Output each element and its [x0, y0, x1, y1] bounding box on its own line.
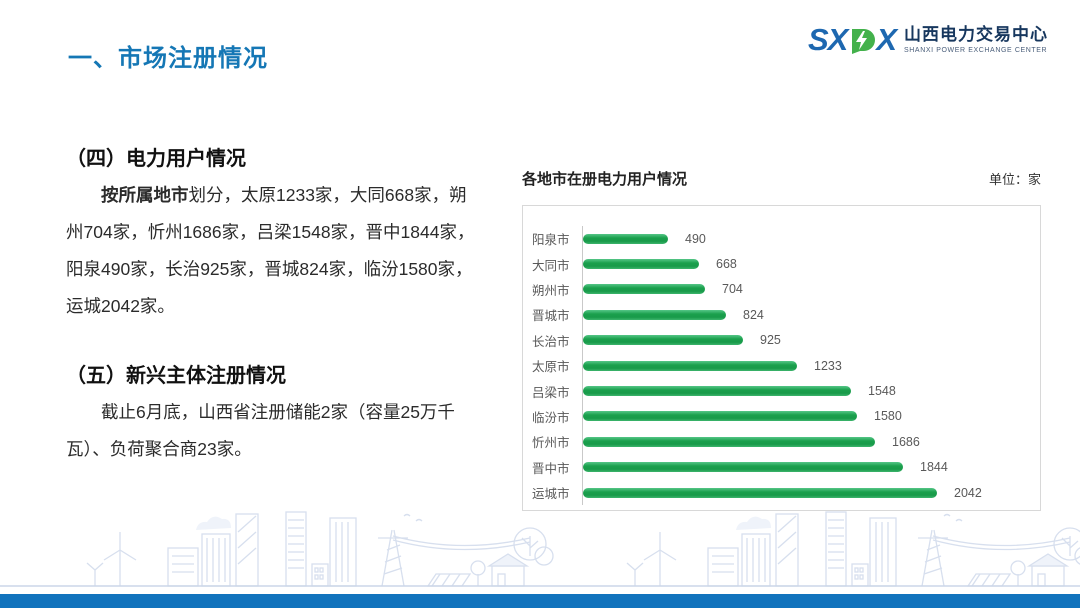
chart-row: 晋城市 824	[523, 302, 1040, 328]
section-body: 截止6月底，山西省注册储能2家（容量25万千瓦）、负荷聚合商23家。	[66, 394, 484, 468]
value-label: 1844	[920, 460, 948, 475]
page-title: 一、市场注册情况	[68, 45, 268, 72]
value-label: 668	[716, 257, 737, 272]
category-label: 临汾市	[532, 410, 570, 425]
bottom-accent-bar	[0, 594, 1080, 608]
category-label: 忻州市	[532, 436, 570, 451]
bar-track: 668	[582, 251, 1040, 277]
logo-text: 山西电力交易中心 SHANXI POWER EXCHANGE CENTER	[904, 25, 1048, 54]
chart-header: 各地市在册电力用户情况 单位：家	[522, 168, 1041, 189]
bar	[583, 259, 699, 270]
value-label: 704	[722, 282, 743, 297]
bar	[583, 284, 705, 295]
bar	[583, 360, 797, 371]
bar-track: 1580	[582, 403, 1040, 430]
chart-title: 各地市在册电力用户情况	[522, 171, 688, 188]
bar	[583, 309, 726, 320]
bar-track: 925	[582, 327, 1040, 353]
chart-row: 临汾市 1580	[523, 403, 1040, 430]
category-label: 晋中市	[532, 461, 570, 476]
value-label: 1233	[814, 358, 842, 373]
value-label: 490	[685, 231, 706, 246]
bar	[583, 462, 903, 473]
section-body-lead: 按所属地市	[101, 185, 189, 205]
logo-letters: SX X	[807, 22, 897, 57]
section-body-text: 截止6月底，山西省注册储能2家（容量25万千瓦）、负荷聚合商23家。	[66, 402, 455, 459]
chart-row: 晋中市 1844	[523, 454, 1040, 480]
section-heading: （四）电力用户情况	[66, 148, 246, 170]
value-label: 2042	[954, 485, 982, 500]
bar	[583, 233, 668, 244]
cityscape-illustration	[0, 511, 1080, 587]
bar-track: 1844	[582, 454, 1040, 480]
section-body-text: 划分，太原1233家，大同668家，朔州704家，忻州1686家，吕梁1548家…	[66, 185, 475, 316]
section-new-entities: （五）新兴主体注册情况 截止6月底，山西省注册储能2家（容量25万千瓦）、负荷聚…	[66, 359, 484, 468]
chart-row: 吕梁市 1548	[523, 378, 1040, 404]
bar-track: 1548	[582, 378, 1040, 404]
chart-unit-label: 单位：家	[988, 172, 1041, 187]
logo-letters-sx: SX	[807, 22, 848, 57]
bar	[583, 436, 875, 447]
section-heading: （五）新兴主体注册情况	[66, 365, 286, 387]
chart-row: 阳泉市 490	[523, 226, 1040, 252]
bar	[583, 411, 857, 422]
logo-lightning-icon	[848, 27, 876, 54]
value-label: 925	[760, 333, 781, 348]
chart-row: 运城市 2042	[523, 479, 1040, 506]
chart-row: 长治市 925	[523, 327, 1040, 353]
category-label: 运城市	[532, 487, 570, 502]
bar-track: 1686	[582, 429, 1040, 455]
bar-track: 704	[582, 276, 1040, 303]
category-label: 阳泉市	[532, 233, 570, 248]
value-label: 1686	[892, 434, 920, 449]
category-label: 太原市	[532, 360, 570, 375]
chart-row: 大同市 668	[523, 251, 1040, 277]
logo-name-cn: 山西电力交易中心	[904, 24, 1048, 44]
chart-row: 朔州市 704	[523, 276, 1040, 303]
bar	[583, 386, 851, 397]
logo-name-en: SHANXI POWER EXCHANGE CENTER	[904, 47, 1048, 55]
bar-track: 2042	[582, 479, 1040, 506]
chart-row: 太原市 1233	[523, 352, 1040, 379]
value-label: 1548	[868, 384, 896, 399]
category-label: 大同市	[532, 258, 570, 273]
bar-track: 824	[582, 302, 1040, 328]
chart-row: 忻州市 1686	[523, 429, 1040, 455]
section-power-users: （四）电力用户情况 按所属地市划分，太原1233家，大同668家，朔州704家，…	[66, 142, 484, 325]
chart-rows: 阳泉市 490 大同市 668 朔州市 704 晋城市 824 长治市 925 太原市 1233 吕梁市…	[523, 226, 1040, 506]
category-label: 吕梁市	[532, 385, 570, 400]
category-label: 朔州市	[532, 283, 570, 298]
value-label: 824	[743, 307, 764, 322]
bar	[583, 335, 743, 346]
logo: SX X 山西电力交易中心 SHANXI POWER EXCHANGE CENT…	[808, 24, 1048, 55]
bar-track: 490	[582, 226, 1040, 252]
section-body: 按所属地市划分，太原1233家，大同668家，朔州704家，忻州1686家，吕梁…	[66, 177, 484, 325]
chart-box: 阳泉市 490 大同市 668 朔州市 704 晋城市 824 长治市 925 太原市 1233 吕梁市…	[522, 205, 1041, 511]
category-label: 长治市	[532, 334, 570, 349]
category-label: 晋城市	[532, 309, 570, 324]
bar-track: 1233	[582, 352, 1040, 379]
text-column: （四）电力用户情况 按所属地市划分，太原1233家，大同668家，朔州704家，…	[66, 142, 484, 468]
logo-letters-x: X	[876, 22, 897, 57]
value-label: 1580	[874, 409, 902, 424]
bar	[583, 487, 937, 498]
